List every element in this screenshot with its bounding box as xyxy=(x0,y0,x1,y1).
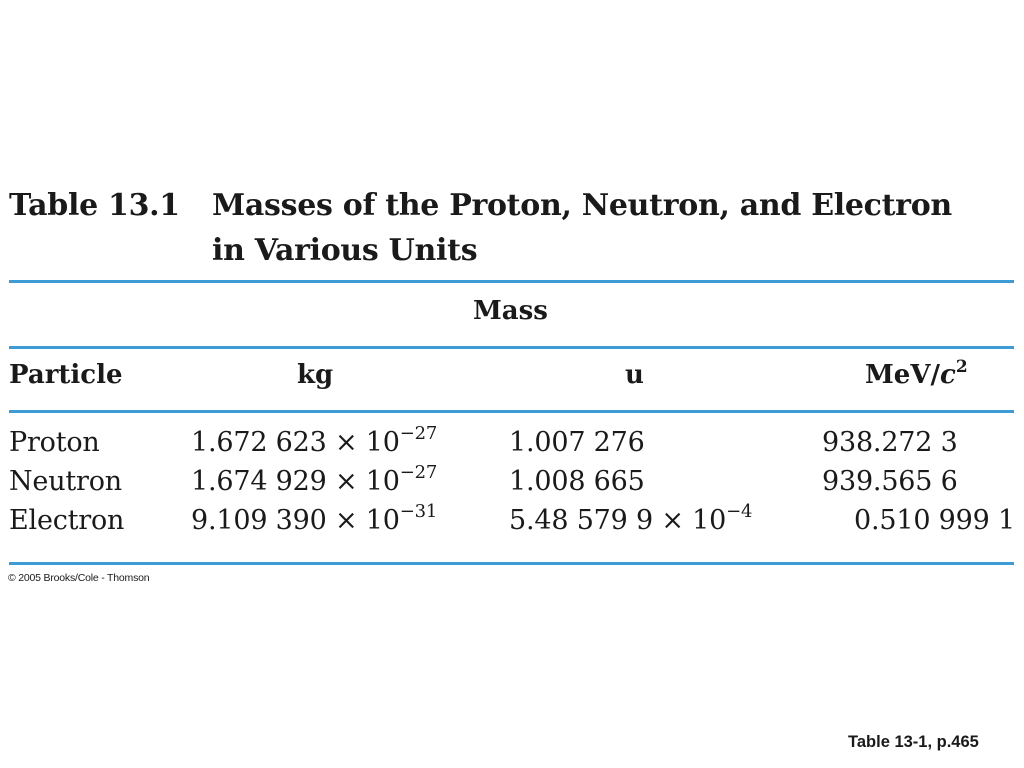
kg-exponent: −31 xyxy=(399,501,438,522)
cell-kg: 9.109 390 × 10−31 xyxy=(191,503,437,537)
kg-exponent: −27 xyxy=(399,462,438,483)
u-exponent: −4 xyxy=(726,501,753,522)
cell-particle: Electron xyxy=(9,505,125,536)
mev-unit-text: MeV/ xyxy=(865,360,940,390)
header-rule xyxy=(9,346,1014,349)
cell-particle: Neutron xyxy=(9,466,122,497)
cell-u: 1.007 276 xyxy=(509,427,645,458)
bottom-rule xyxy=(9,562,1014,565)
cell-u: 5.48 579 9 × 10−4 xyxy=(509,503,752,537)
table-title-text: Masses of the Proton, Neutron, and Elect… xyxy=(212,188,952,268)
body-rule xyxy=(9,410,1014,413)
mass-group-header: Mass xyxy=(473,296,548,326)
cell-u: 1.008 665 xyxy=(509,466,645,497)
kg-exponent: −27 xyxy=(399,423,438,444)
mev-c-symbol: c xyxy=(940,360,956,390)
cell-kg: 1.674 929 × 10−27 xyxy=(191,464,437,498)
cell-particle: Proton xyxy=(9,427,100,458)
column-header-kg: kg xyxy=(297,360,334,390)
u-mantissa: 1.007 276 xyxy=(509,427,645,458)
cell-mev: 938.272 3 xyxy=(822,427,958,458)
cell-mev: 0.510 999 1 xyxy=(854,505,1015,536)
column-header-mev: MeV/c2 xyxy=(865,357,968,391)
copyright-notice: © 2005 Brooks/Cole - Thomson xyxy=(8,572,150,584)
top-rule xyxy=(9,280,1014,283)
kg-mantissa: 9.109 390 × 10 xyxy=(191,505,400,536)
u-mantissa: 1.008 665 xyxy=(509,466,645,497)
u-mantissa: 5.48 579 9 × 10 xyxy=(509,505,727,536)
cell-kg: 1.672 623 × 10−27 xyxy=(191,425,437,459)
table-number-label: Table 13.1 xyxy=(9,188,180,223)
kg-mantissa: 1.674 929 × 10 xyxy=(191,466,400,497)
column-header-particle: Particle xyxy=(9,360,123,390)
column-header-u: u xyxy=(625,360,644,390)
mev-c-exponent: 2 xyxy=(955,357,968,377)
cell-mev: 939.565 6 xyxy=(822,466,958,497)
slide-caption: Table 13-1, p.465 xyxy=(848,733,979,751)
kg-mantissa: 1.672 623 × 10 xyxy=(191,427,400,458)
